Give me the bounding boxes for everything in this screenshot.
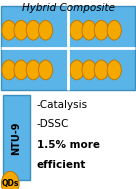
Circle shape bbox=[107, 20, 121, 40]
Text: 1.5% more: 1.5% more bbox=[37, 140, 100, 149]
Circle shape bbox=[70, 60, 84, 80]
Text: Hybrid Composite: Hybrid Composite bbox=[21, 3, 115, 13]
Circle shape bbox=[1, 171, 19, 189]
Text: efficient: efficient bbox=[37, 160, 86, 170]
Text: -DSSC: -DSSC bbox=[37, 119, 69, 129]
Text: QDs: QDs bbox=[1, 179, 19, 188]
FancyBboxPatch shape bbox=[3, 95, 30, 180]
Text: NTU-9: NTU-9 bbox=[11, 121, 21, 155]
Circle shape bbox=[70, 20, 84, 40]
Circle shape bbox=[38, 60, 53, 80]
Circle shape bbox=[26, 20, 40, 40]
Circle shape bbox=[38, 20, 53, 40]
Circle shape bbox=[82, 60, 96, 80]
FancyBboxPatch shape bbox=[1, 6, 135, 90]
Circle shape bbox=[107, 60, 121, 80]
Text: -Catalysis: -Catalysis bbox=[37, 100, 88, 110]
Circle shape bbox=[14, 60, 28, 80]
Circle shape bbox=[2, 60, 16, 80]
Circle shape bbox=[2, 20, 16, 40]
Circle shape bbox=[14, 20, 28, 40]
Circle shape bbox=[82, 20, 96, 40]
Circle shape bbox=[94, 20, 108, 40]
Circle shape bbox=[26, 60, 40, 80]
Circle shape bbox=[94, 60, 108, 80]
